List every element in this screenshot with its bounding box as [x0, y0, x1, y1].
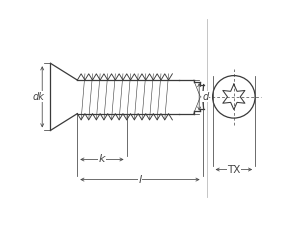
Text: k: k	[99, 154, 105, 164]
Text: dk: dk	[32, 92, 44, 102]
Text: TX: TX	[227, 164, 241, 175]
Text: d: d	[202, 92, 208, 102]
Text: l: l	[138, 175, 142, 184]
